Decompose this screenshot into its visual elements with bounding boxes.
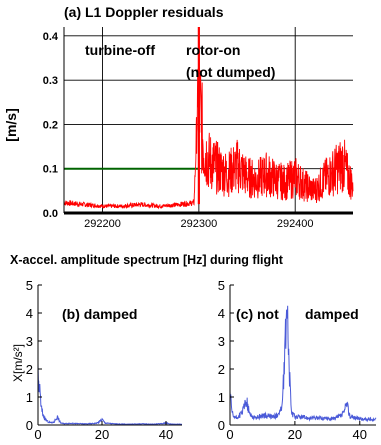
chart-b-y-axis-label: X[m/s²] (11, 344, 25, 382)
chart-c-plot: 0 1 2 3 4 5 0 20 40 (218, 278, 377, 442)
chart-b-plot: 0 1 2 3 4 5 0 20 40 (26, 278, 183, 442)
chart-a-y-tick-label: 0.1 (43, 164, 58, 176)
chart-c-y-tick-label: 1 (218, 390, 225, 405)
chart-b-y-tick-label: 1 (26, 390, 33, 405)
chart-a-annotation-rotor-on: rotor-on (186, 42, 240, 58)
chart-c-annotation-damped: damped (305, 306, 359, 322)
chart-b-x-tick-label: 0 (34, 427, 41, 442)
chart-a-annotation-not-dumped: (not dumped) (186, 64, 275, 80)
chart-a-y-tick-label: 0.4 (43, 31, 59, 43)
chart-b-plot-area (38, 285, 182, 425)
chart-b-series-line (37, 364, 183, 426)
chart-c-x-tick-label: 0 (226, 427, 233, 442)
chart-b-x-tick-label: 40 (159, 427, 173, 442)
chart-c-y-tick-label: 5 (218, 278, 225, 293)
chart-b-y-tick-label: 0 (26, 418, 33, 433)
chart-c-y-tick-label: 3 (218, 334, 225, 349)
chart-c-x-tick-label: 40 (353, 427, 367, 442)
section-title: X-accel. amplitude spectrum [Hz] during … (10, 253, 284, 267)
chart-c-y-tick-label: 4 (218, 306, 225, 321)
chart-a-y-axis-label: [m/s] (3, 108, 19, 141)
chart-c-series-line (229, 305, 377, 423)
chart-a-x-tick-label: 292200 (84, 218, 121, 230)
chart-c-x-tick-label: 20 (288, 427, 302, 442)
chart-c-y-tick-label: 0 (218, 418, 225, 433)
chart-b-y-tick-label: 4 (26, 306, 33, 321)
chart-a-y-tick-label: 0.3 (43, 75, 58, 87)
chart-b-y-tick-label: 5 (26, 278, 33, 293)
chart-a-title: (a) L1 Doppler residuals (64, 4, 224, 20)
chart-b-y-tick-label: 2 (26, 362, 33, 377)
chart-b-y-tick-label: 3 (26, 334, 33, 349)
chart-a-y-tick-label: 0.2 (43, 119, 58, 131)
chart-a-y-tick-label: 0.0 (43, 208, 58, 220)
chart-a-x-tick-label: 292400 (277, 218, 314, 230)
chart-c-plot-area (230, 285, 376, 425)
chart-a-annotation-turbine-off: turbine-off (85, 42, 155, 58)
chart-c-y-tick-label: 2 (218, 362, 225, 377)
chart-b-annotation: (b) damped (62, 306, 137, 322)
chart-c-annotation-not: (c) not (236, 306, 279, 322)
chart-a-plot: 0.0 0.1 0.2 0.3 0.4 292200 292300 292400 (43, 27, 354, 230)
chart-a-series-line (63, 54, 354, 210)
chart-b-x-tick-label: 20 (95, 427, 109, 442)
chart-a-x-tick-label: 292300 (181, 218, 218, 230)
